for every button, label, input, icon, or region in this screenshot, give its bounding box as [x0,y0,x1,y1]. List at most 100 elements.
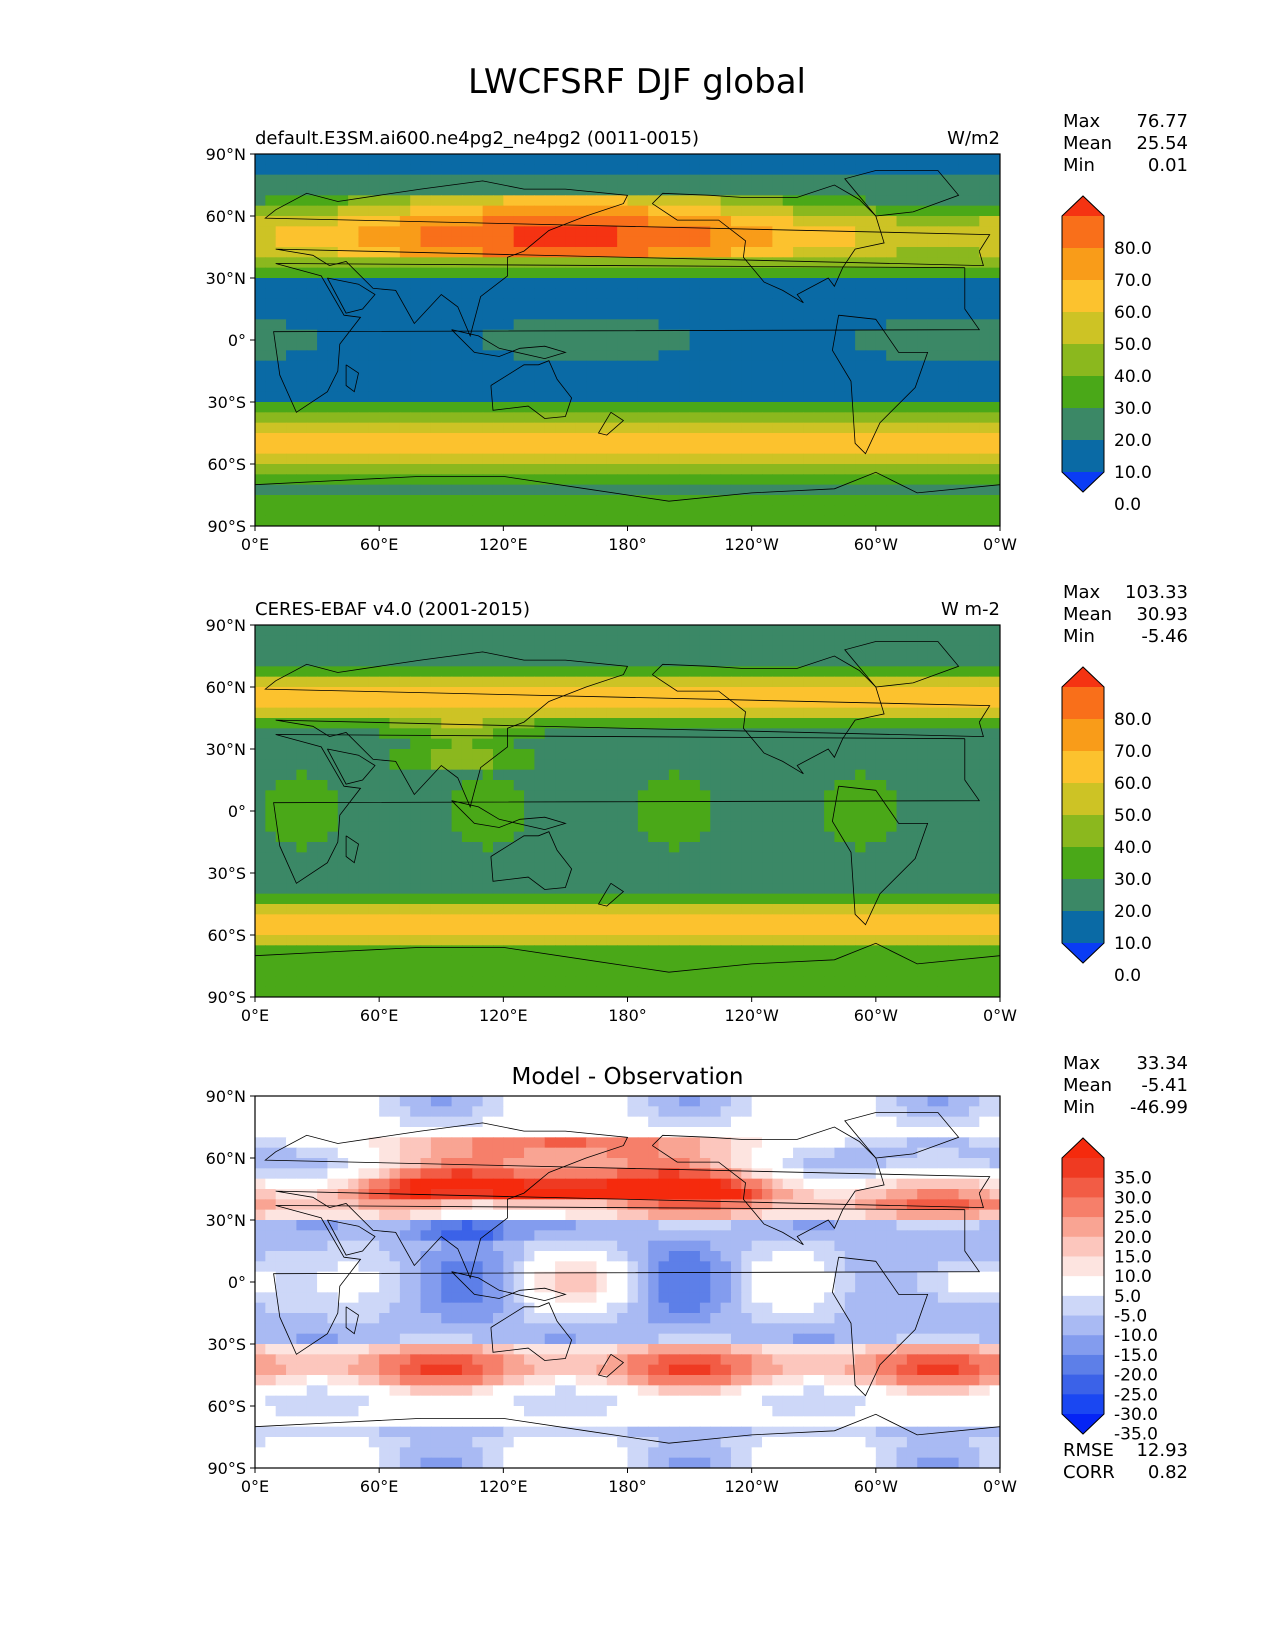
field-cell [824,433,836,444]
field-cell [596,453,608,465]
field-cell [534,645,546,657]
field-cell [358,340,370,351]
field-cell [275,666,287,678]
field-cell [275,904,287,915]
field-cell [524,267,535,279]
field-cell [379,433,391,444]
field-cell [720,728,732,740]
field-cell [296,800,308,812]
field-cell [399,154,411,165]
field-cell [544,676,556,688]
field-cell [389,873,401,884]
field-cell [927,422,939,434]
field-cell [958,676,970,688]
field-cell [958,464,970,475]
field-cell [762,164,773,176]
field-cell [689,360,701,372]
field-cell [275,174,287,186]
field-cell [606,422,618,434]
field-cell [979,288,991,300]
field-cell [544,402,556,413]
field-cell [937,873,949,884]
field-cell [730,904,742,915]
field-cell [927,247,939,258]
field-cell [844,707,856,719]
field-cell [834,329,846,341]
field-cell [699,738,711,750]
field-cell [917,216,929,227]
field-cell [762,728,773,740]
field-cell [886,935,898,946]
field-cell [358,893,370,905]
field-cell [637,811,649,822]
field-cell [327,309,339,320]
field-cell [596,185,608,196]
field-cell [917,329,929,341]
field-cell [255,433,266,444]
field-cell [782,195,794,207]
field-cell [968,759,980,771]
field-cell [265,164,277,176]
field-cell [451,893,463,905]
field-cell [565,288,577,300]
field-cell [855,329,867,341]
field-cell [441,728,453,740]
field-cell [492,433,504,444]
field-cell [410,945,422,957]
field-cell [772,443,784,455]
field-cell [617,319,629,331]
field-cell [358,371,370,382]
field-cell [637,687,649,698]
field-cell [720,904,732,915]
field-cell [379,515,391,526]
field-cell [327,904,339,915]
field-cell [492,645,504,657]
field-cell [606,780,618,791]
field-cell [368,687,380,698]
field-cell [762,154,773,165]
field-cell [430,433,442,444]
field-cell [358,635,370,647]
field-cell [844,831,856,843]
field-cell [958,412,970,424]
field-cell [461,935,473,946]
field-cell [865,873,877,884]
field-cell [472,759,484,771]
field-cell [472,697,484,709]
field-cell [482,873,494,884]
field-cell [555,185,567,196]
field-cell [534,945,546,957]
field-cell [410,955,422,967]
field-cell [410,811,422,822]
field-cell [296,505,308,517]
field-cell [441,164,453,176]
field-cell [855,402,867,413]
field-cell [855,831,867,843]
field-cell [575,924,587,936]
field-cell [306,154,318,165]
field-cell [886,862,898,874]
field-cell [565,656,577,667]
field-cell [358,484,370,496]
field-cell [689,656,701,667]
field-cell [265,697,277,709]
field-cell [699,195,711,207]
field-cell [968,412,980,424]
field-cell [286,464,297,475]
field-cell [699,821,711,833]
field-cell [927,412,939,424]
field-cell [399,635,411,647]
field-cell [896,790,908,802]
field-cell [844,495,856,506]
field-cell [482,185,494,196]
field-cell [586,759,598,771]
field-cell [317,924,329,936]
field-cell [772,625,784,636]
field-cell [658,453,670,465]
colorbar-segment [1062,376,1104,409]
field-cell [906,381,918,393]
field-cell [989,749,1000,760]
map-panel-1: 90°N60°N30°N0°30°S60°S90°S0°E 60°E 120°E 18… [206,111,1188,554]
field-cell [648,883,660,895]
field-cell [524,226,535,238]
